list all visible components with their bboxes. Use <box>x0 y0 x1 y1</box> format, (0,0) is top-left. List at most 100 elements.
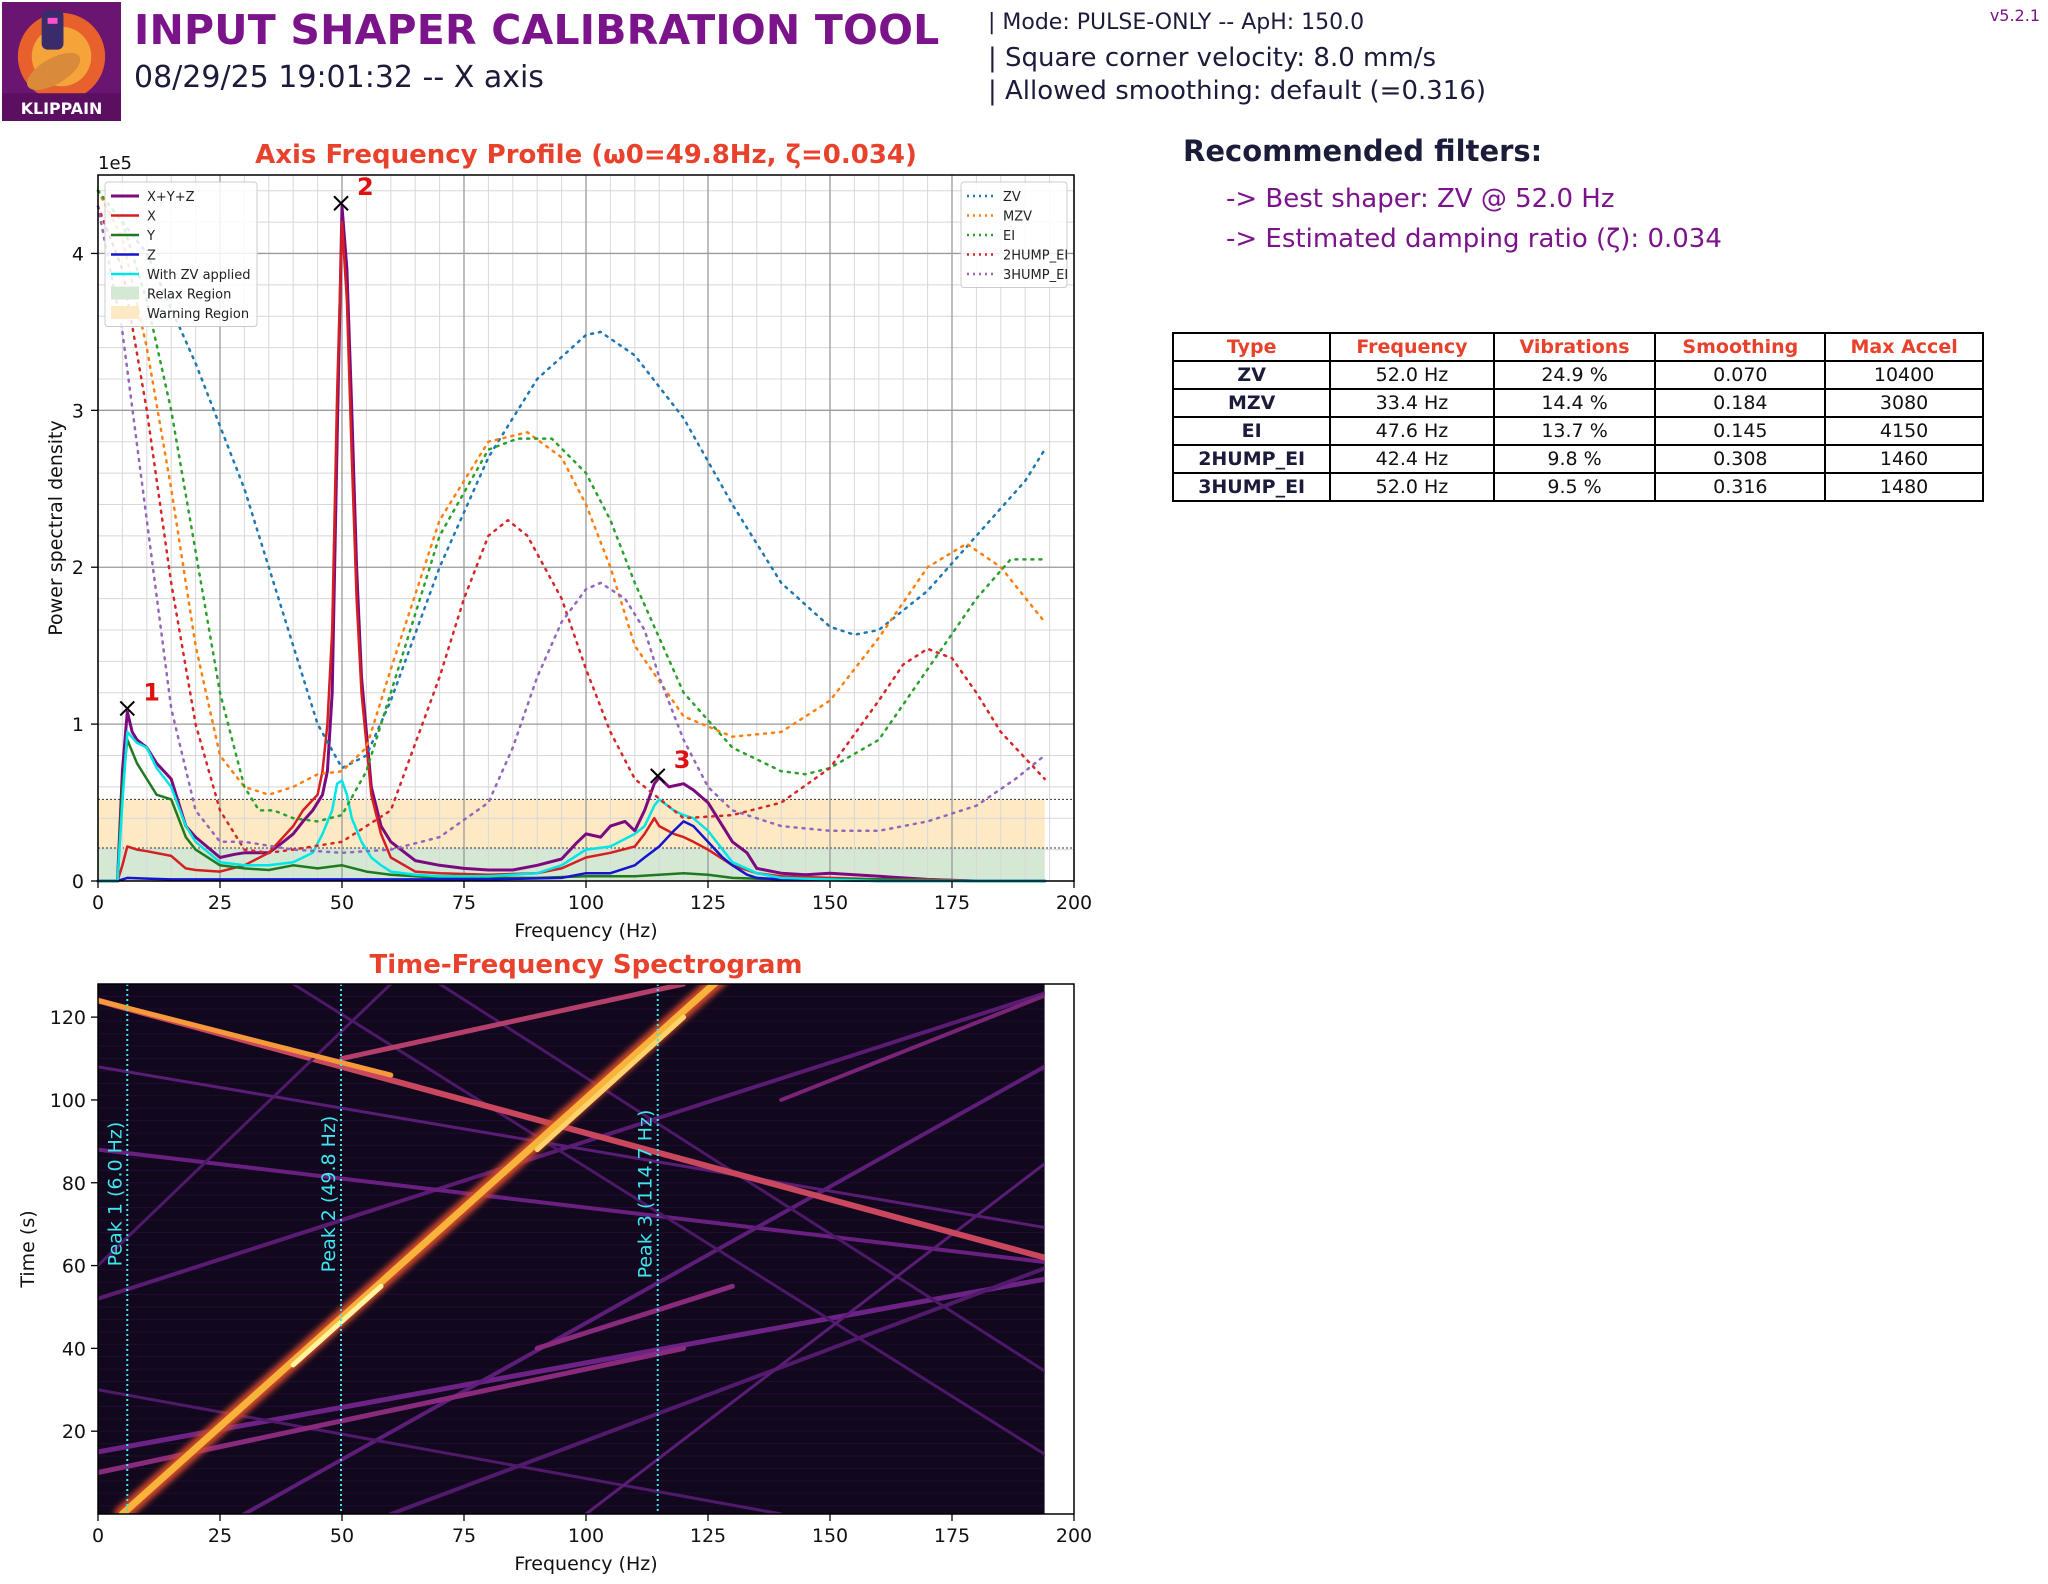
x-tick-label: 75 <box>452 1525 476 1547</box>
cell-smoothing: 0.308 <box>1654 444 1827 474</box>
x-tick-label: 175 <box>934 892 970 914</box>
date-axis-subtitle: 08/29/25 19:01:32 -- X axis <box>134 60 544 95</box>
x-tick-label: 150 <box>812 892 848 914</box>
psd-chart: Axis Frequency Profile (ω0=49.8Hz, ζ=0.0… <box>45 140 1092 942</box>
y-tick-label: 2 <box>72 557 84 579</box>
cell-type: EI <box>1171 416 1332 446</box>
logo-text: KLIPPAIN <box>21 99 103 118</box>
header-type: Type <box>1171 332 1332 362</box>
x-tick-label: 75 <box>452 892 476 914</box>
x-tick-label: 125 <box>690 1525 726 1547</box>
x-axis-label: Frequency (Hz) <box>514 1553 657 1575</box>
spectrogram-streak <box>291 984 1045 1457</box>
spectrogram-chart: Time-Frequency Spectrogram Peak 1 (6.0 Hz… <box>17 950 1092 1575</box>
x-tick-label: 125 <box>690 892 726 914</box>
scv-info: | Square corner velocity: 8.0 mm/s <box>988 43 1437 73</box>
y-tick-label: 40 <box>62 1338 86 1360</box>
cell-max-accel: 4150 <box>1824 416 1984 446</box>
spectrogram-hotspot <box>534 1014 687 1153</box>
cell-vibrations: 14.4 % <box>1492 388 1657 418</box>
chart-title: Axis Frequency Profile (ω0=49.8Hz, ζ=0.0… <box>255 140 917 170</box>
legend-right-label: 3HUMP_EI <box>1003 268 1068 283</box>
chart-title: Time-Frequency Spectrogram <box>370 950 803 980</box>
y-axis-label: Time (s) <box>17 1210 39 1288</box>
peak-line-label: Peak 1 (6.0 Hz) <box>104 1122 126 1267</box>
cell-frequency: 52.0 Hz <box>1329 472 1495 502</box>
table-row: EI 47.6 Hz 13.7 % 0.145 4150 <box>1171 416 1984 446</box>
cell-max-accel: 3080 <box>1824 388 1984 418</box>
cell-frequency: 52.0 Hz <box>1329 360 1495 390</box>
legend-left: X+Y+Z XYZ With ZV applied Relax Region Warni… <box>104 181 258 327</box>
x-tick-label: 150 <box>812 1525 848 1547</box>
legend-right-label: EI <box>1003 229 1015 244</box>
spectrogram-streak <box>98 997 1045 1261</box>
cell-smoothing: 0.070 <box>1654 360 1827 390</box>
y-tick-label: 3 <box>72 400 84 422</box>
legend-left-label: Y <box>146 229 155 244</box>
page-title: INPUT SHAPER CALIBRATION TOOL <box>134 6 940 54</box>
x-tick-label: 0 <box>92 892 104 914</box>
peak-marker <box>650 768 666 784</box>
legend-swatch <box>111 306 139 319</box>
series-line-x-y-z <box>96 204 1047 883</box>
x-tick-label: 200 <box>1056 892 1092 914</box>
table-header-row: Type Frequency Vibrations Smoothing Max … <box>1171 332 1984 362</box>
legend-right-label: 2HUMP_EI <box>1003 249 1068 264</box>
x-tick-label: 200 <box>1056 1525 1092 1547</box>
y-tick-label: 0 <box>72 871 84 893</box>
cell-smoothing: 0.184 <box>1654 388 1827 418</box>
spectrogram-streak <box>242 1064 1045 1514</box>
x-tick-label: 50 <box>330 892 354 914</box>
legend-left-label: Relax Region <box>147 288 231 303</box>
y-tick-label: 20 <box>62 1421 86 1443</box>
y-tick-label: 120 <box>50 1007 86 1029</box>
cell-max-accel: 10400 <box>1824 360 1984 390</box>
spectrogram-main-sweep <box>118 984 720 1514</box>
peak-label: 2 <box>357 173 374 201</box>
spectrogram-streak <box>98 991 1045 1301</box>
spectrogram-background <box>98 984 1045 1514</box>
y-tick-label: 1 <box>72 714 84 736</box>
cell-type: 2HUMP_EI <box>1171 444 1332 474</box>
cell-vibrations: 9.5 % <box>1492 472 1657 502</box>
x-tick-label: 175 <box>934 1525 970 1547</box>
spectrogram-streak <box>98 1276 1045 1455</box>
legend-left-label: X <box>147 210 156 225</box>
cell-frequency: 33.4 Hz <box>1329 388 1495 418</box>
series-line-mzv <box>96 189 1046 796</box>
damping-ratio-line: -> Estimated damping ratio (ζ): 0.034 <box>1226 224 1722 254</box>
spectrogram-streak <box>534 1283 735 1351</box>
legend-left-box <box>104 181 258 327</box>
x-tick-label: 25 <box>208 1525 232 1547</box>
cell-max-accel: 1460 <box>1824 444 1984 474</box>
table-row: MZV 33.4 Hz 14.4 % 0.184 3080 <box>1171 388 1984 418</box>
legend-left-label: Z <box>147 249 156 264</box>
cell-vibrations: 9.8 % <box>1492 444 1657 474</box>
legend-right-label: MZV <box>1003 210 1032 225</box>
peak-line-label: Peak 2 (49.8 Hz) <box>318 1116 340 1273</box>
cell-vibrations: 13.7 % <box>1492 416 1657 446</box>
series-line-zv <box>96 189 1046 770</box>
smoothing-info: | Allowed smoothing: default (=0.316) <box>988 76 1487 106</box>
best-shaper-line: -> Best shaper: ZV @ 52.0 Hz <box>1226 184 1615 214</box>
klippain-logo: KLIPPAIN <box>2 2 121 121</box>
mode-info: | Mode: PULSE-ONLY -- ApH: 150.0 <box>988 10 1365 35</box>
spectrogram-hotspot <box>290 1283 384 1368</box>
y-tick-label: 80 <box>62 1173 86 1195</box>
y-tick-label: 4 <box>72 243 84 265</box>
x-tick-label: 50 <box>330 1525 354 1547</box>
peak-label: 3 <box>674 746 691 774</box>
series-line-2hump-ei <box>96 205 1046 855</box>
y-multiplier-label: 1e5 <box>98 153 132 174</box>
legend-right: ZV MZV EI 2HUMP_EI 3HUMP_EI <box>960 181 1068 288</box>
filter-table: Type Frequency Vibrations Smoothing Max … <box>1171 332 1984 502</box>
cell-max-accel: 1480 <box>1824 472 1984 502</box>
header-vibrations: Vibrations <box>1492 332 1657 362</box>
spectrogram-streak <box>98 1147 1045 1265</box>
cell-type: 3HUMP_EI <box>1171 472 1332 502</box>
series-line-z <box>96 820 1046 883</box>
legend-left-label: X+Y+Z <box>147 190 195 205</box>
version-label: v5.2.1 <box>1989 6 2040 25</box>
y-tick-label: 100 <box>50 1090 86 1112</box>
legend-left-label: Warning Region <box>147 307 249 322</box>
